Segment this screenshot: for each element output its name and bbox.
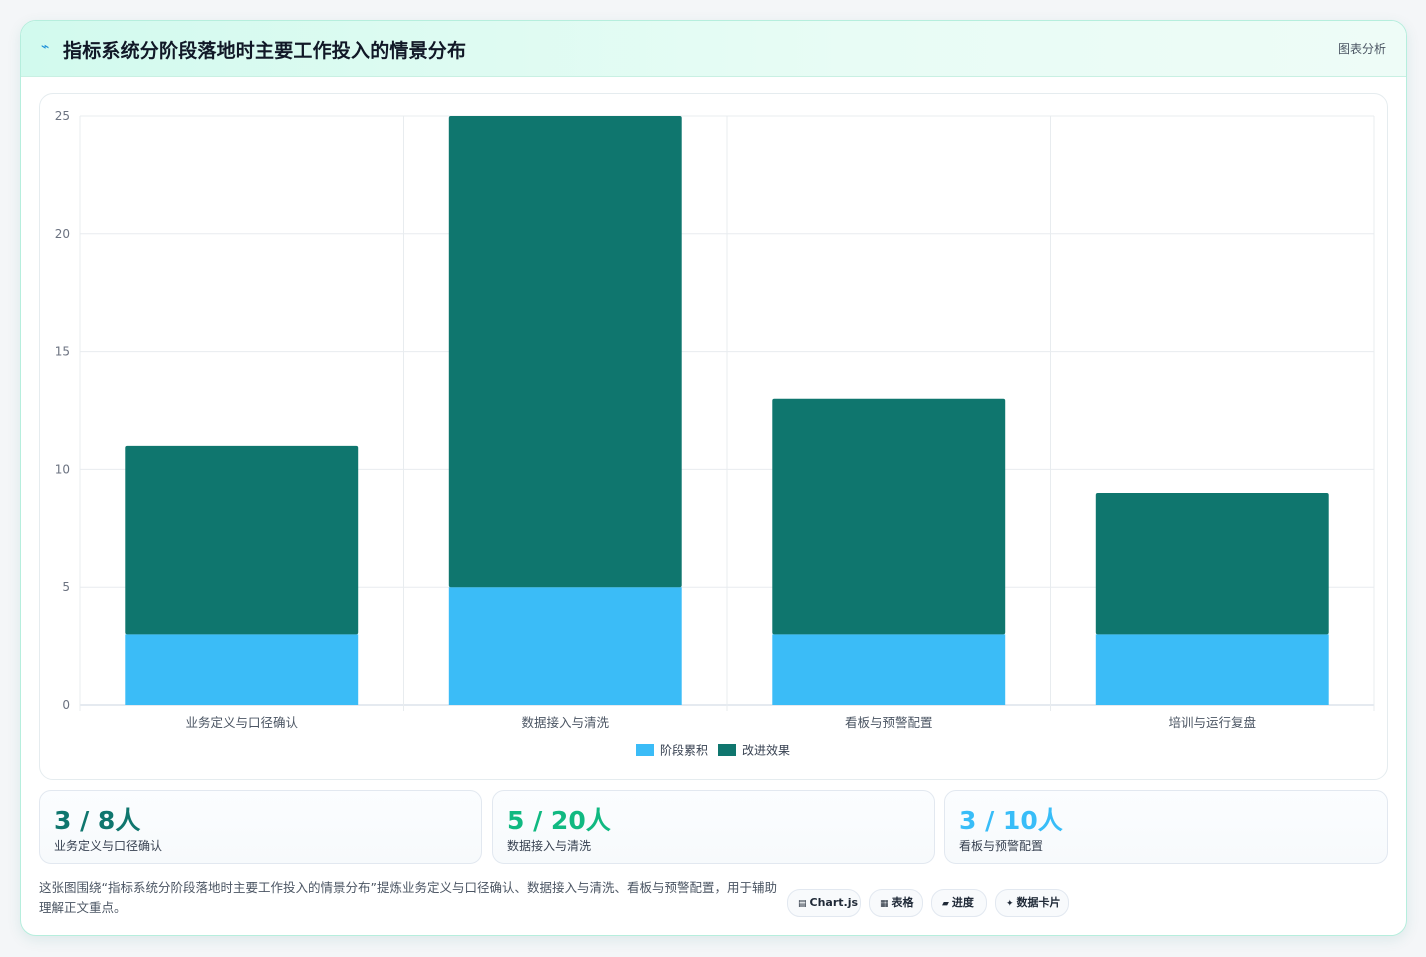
tag-progress[interactable]: ▰ 进度: [931, 889, 987, 917]
x-tick-label: 看板与预警配置: [845, 715, 933, 730]
x-tick-label: 培训与运行复盘: [1168, 715, 1256, 730]
bar-effect: [448, 116, 682, 588]
y-tick-label: 15: [55, 345, 70, 359]
bar-chart: 0 5 10 15 20 25 业务定义与口径确认 数据接入与清洗 看板与预警配置 培训与运行复盘…: [55, 109, 1375, 758]
y-tick-label: 20: [55, 227, 70, 241]
card-header: ⌁ 指标系统分阶段落地时主要工作投入的情景分布 图表分析: [21, 21, 1406, 77]
tag-label: 数据卡片: [1016, 896, 1061, 909]
stat-value: 5 / 20人: [507, 806, 611, 835]
stat-label: 业务定义与口径确认: [54, 839, 163, 853]
legend-swatch: [636, 744, 654, 756]
stat-value: 3 / 10人: [959, 806, 1063, 835]
legend-label: 改进效果: [742, 743, 790, 758]
x-tick-label: 数据接入与清洗: [521, 715, 609, 730]
stat-label: 看板与预警配置: [959, 839, 1044, 853]
y-tick-label: 10: [55, 462, 70, 476]
stat-value: 3 / 8人: [54, 806, 141, 835]
x-tick-label: 业务定义与口径确认: [185, 715, 298, 730]
table-icon: ▦: [880, 899, 889, 909]
chart-area: 0 5 10 15 20 25 业务定义与口径确认 数据接入与清洗 看板与预警配置 培训与运行复盘…: [39, 93, 1388, 780]
bar-effect: [772, 398, 1006, 635]
y-tick-label: 25: [55, 109, 70, 123]
bar-effect: [1095, 492, 1329, 635]
y-tick-label: 0: [62, 698, 70, 712]
bar-stage: [772, 634, 1006, 705]
tag-label: 进度: [951, 896, 974, 909]
legend-swatch: [718, 744, 736, 756]
bar-effect: [125, 445, 359, 635]
bar-stage: [1095, 634, 1329, 705]
tag-data-card[interactable]: ✦ 数据卡片: [995, 889, 1069, 917]
sparkle-icon: ✦: [1006, 899, 1014, 909]
stat-label: 数据接入与清洗: [507, 839, 592, 853]
tag-label: 表格: [891, 896, 914, 909]
tag-table[interactable]: ▦ 表格: [869, 889, 923, 917]
stat-card-1: 3 / 8人 业务定义与口径确认: [39, 790, 482, 864]
tag-label: Chart.js: [809, 896, 859, 909]
bar-stage: [125, 634, 359, 705]
chart-analysis-link[interactable]: 图表分析: [1337, 42, 1386, 56]
bar-stage: [448, 587, 682, 705]
tag-chartjs[interactable]: ▤ Chart.js: [787, 889, 861, 917]
chart-icon: ▤: [798, 899, 807, 909]
chart-card: ⌁ 指标系统分阶段落地时主要工作投入的情景分布 图表分析 0 5 10 15 20 25 业…: [20, 20, 1407, 936]
stat-card-2: 5 / 20人 数据接入与清洗: [492, 790, 935, 864]
y-tick-label: 5: [62, 580, 70, 594]
pulse-icon: ⌁: [41, 39, 50, 55]
progress-icon: ▰: [942, 899, 949, 909]
legend-label: 阶段累积: [660, 743, 708, 758]
page-title: 指标系统分阶段落地时主要工作投入的情景分布: [63, 40, 467, 62]
stat-card-3: 3 / 10人 看板与预警配置: [944, 790, 1388, 864]
chart-description: 这张图围绕“指标系统分阶段落地时主要工作投入的情景分布”提炼业务定义与口径确认、…: [39, 880, 777, 915]
